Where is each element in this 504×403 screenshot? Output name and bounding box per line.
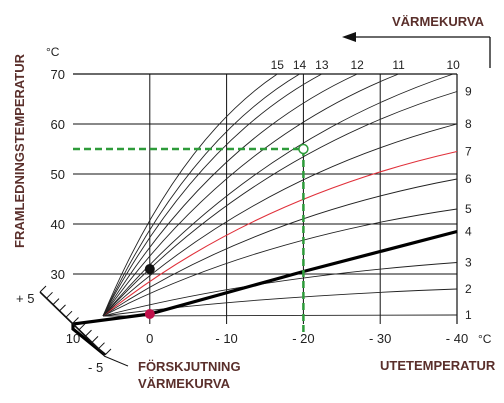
heating-curve bbox=[102, 208, 458, 317]
y-tick-label: 40 bbox=[51, 217, 65, 232]
heating-curve bbox=[102, 73, 300, 317]
x-axis-label: UTETEMPERATUR bbox=[380, 358, 496, 373]
reading-example bbox=[73, 143, 309, 332]
y-tick-label: 60 bbox=[51, 117, 65, 132]
curve-label: 11 bbox=[392, 58, 405, 72]
x-unit-right: °C bbox=[478, 332, 492, 346]
x-tick-label: - 40 bbox=[446, 331, 468, 346]
offset-tick bbox=[78, 323, 86, 331]
heating-curve bbox=[102, 73, 454, 317]
heating-curve bbox=[102, 73, 323, 317]
curve-label: 7 bbox=[465, 145, 472, 159]
heating-curve bbox=[102, 178, 458, 317]
reading-example-marker bbox=[298, 143, 309, 155]
y-tick-label: 70 bbox=[51, 67, 65, 82]
heating-curve bbox=[102, 91, 458, 317]
offset-tick bbox=[85, 329, 92, 337]
offset-tick bbox=[91, 336, 99, 343]
grid bbox=[73, 73, 458, 324]
x-unit-top: °C bbox=[46, 45, 60, 59]
y-tick-label: 30 bbox=[51, 267, 65, 282]
offset-bottom-label: - 5 bbox=[88, 360, 103, 375]
heating-curve bbox=[102, 73, 358, 317]
offset-tick bbox=[52, 298, 60, 305]
curve-label: 5 bbox=[465, 202, 472, 216]
curve-label: 8 bbox=[465, 117, 472, 131]
heating-curve bbox=[102, 150, 458, 317]
curve-label: 2 bbox=[465, 282, 472, 296]
offset-tick bbox=[104, 348, 112, 356]
heating-curve bbox=[102, 314, 458, 317]
data-point bbox=[144, 264, 155, 274]
curve-label: 13 bbox=[315, 58, 329, 72]
y-axis-label: FRAMLEDNINGSTEMPERATUR bbox=[12, 53, 27, 248]
heating-curve bbox=[102, 73, 278, 317]
x-tick-label: 0 bbox=[146, 331, 153, 346]
offset-tick bbox=[59, 304, 66, 312]
heating-curve bbox=[102, 288, 458, 317]
curve-label: 14 bbox=[293, 58, 307, 72]
curve-label: 9 bbox=[465, 85, 472, 99]
curve-label: 4 bbox=[465, 225, 472, 239]
offset-leader bbox=[103, 355, 129, 367]
offset-scale bbox=[39, 32, 491, 367]
heating-curve bbox=[102, 123, 458, 317]
x-tick-label: - 20 bbox=[292, 331, 314, 346]
chart-title: VÄRMEKURVA bbox=[392, 14, 485, 29]
labels: °C °C VÄRMEKURVA UTETEMPERATUR FRAMLEDNI… bbox=[12, 14, 496, 391]
offset-tick bbox=[39, 285, 47, 293]
heating-curve bbox=[71, 229, 458, 357]
curve-label: 12 bbox=[350, 58, 364, 72]
offset-title-line1: FÖRSKJUTNING bbox=[138, 359, 241, 374]
curve-label: 1 bbox=[465, 308, 472, 322]
offset-tick bbox=[46, 291, 53, 299]
curve-label: 3 bbox=[465, 256, 472, 270]
offset-tick bbox=[72, 317, 79, 324]
curve-label: 15 bbox=[271, 58, 285, 72]
curve-label: 10 bbox=[446, 58, 460, 72]
curve-label: 6 bbox=[465, 172, 472, 186]
heating-curve bbox=[102, 73, 399, 317]
y-tick-label: 50 bbox=[51, 167, 65, 182]
x-tick-label: - 30 bbox=[369, 331, 391, 346]
offset-title-line2: VÄRMEKURVA bbox=[138, 376, 231, 391]
offset-top-label: + 5 bbox=[16, 291, 34, 306]
offset-tick bbox=[65, 310, 73, 318]
title-arrow-head bbox=[342, 32, 356, 42]
curves bbox=[71, 73, 458, 357]
x-tick-label: - 10 bbox=[215, 331, 237, 346]
offset-tick bbox=[98, 342, 105, 350]
data-point bbox=[144, 309, 155, 319]
x-tick-label: 10 bbox=[66, 331, 80, 346]
